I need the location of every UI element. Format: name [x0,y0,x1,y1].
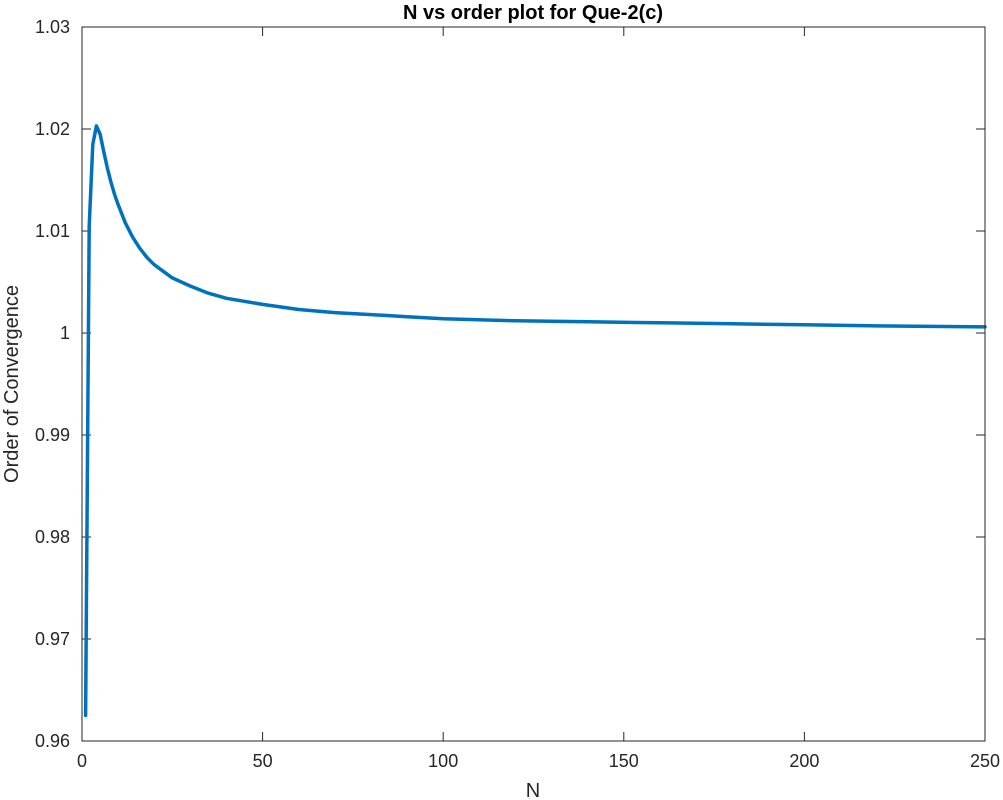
axes-box [81,26,986,742]
x-tick-label: 50 [253,751,273,771]
x-tick-label: 150 [609,751,639,771]
y-tick-label: 0.96 [35,731,70,751]
y-tick-label: 1 [60,323,70,343]
series-layer [83,124,987,718]
x-axis-label: N [526,780,540,800]
y-tick-label: 0.97 [35,629,70,649]
chart-title: N vs order plot for Que-2(c) [403,2,663,24]
series-line-0 [83,124,987,718]
x-tick-label: 200 [789,751,819,771]
y-tick-label: 1.03 [35,17,70,37]
y-tick-label: 0.98 [35,527,70,547]
y-tick-label: 1.02 [35,119,70,139]
x-tick-label: 100 [428,751,458,771]
y-axis-label: Order of Convergence [1,285,23,483]
ticks: 0 50 100 150 200 250 0.96 0.97 0.98 0.99 1 1.01 1.02… [35,17,1000,771]
x-tick-label: 250 [970,751,1000,771]
y-tick-label: 1.01 [35,221,70,241]
y-tick-label: 0.99 [35,425,70,445]
x-tick-label: 0 [77,751,87,771]
